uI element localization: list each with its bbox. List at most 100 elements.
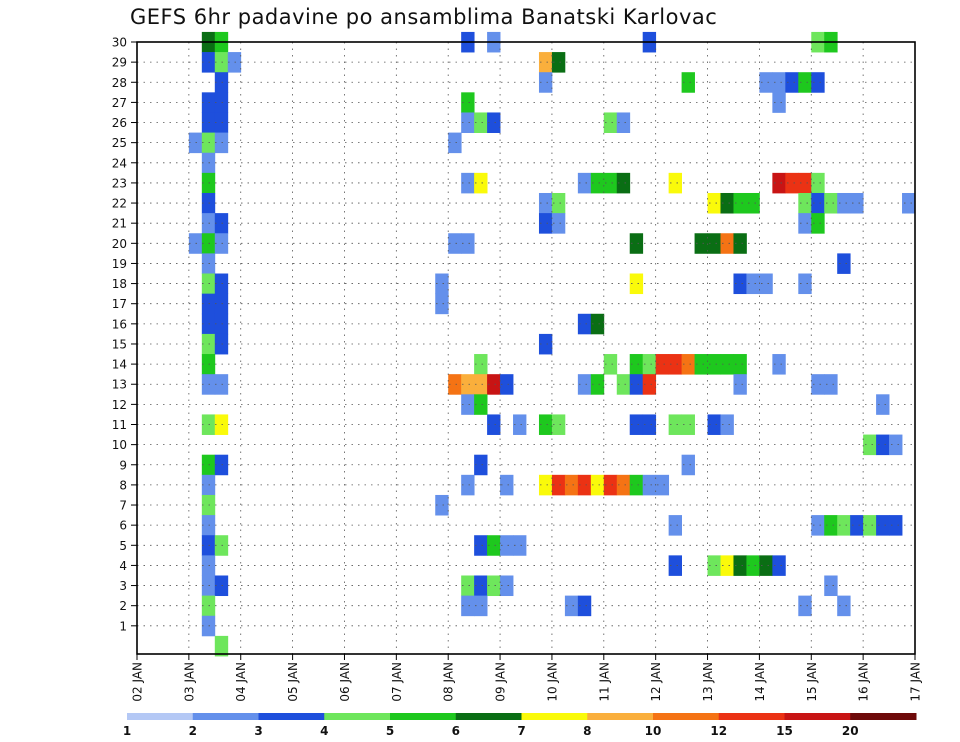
- heatmap-cell: [214, 92, 229, 113]
- heatmap-cell: [448, 132, 462, 154]
- x-tick-label: 08 JAN: [442, 662, 456, 702]
- heatmap-cell: [474, 595, 488, 617]
- heatmap-cell: [707, 192, 721, 214]
- heatmap-cell: [214, 273, 229, 295]
- y-tick-label: 13: [112, 378, 127, 392]
- heatmap-cell: [461, 575, 475, 597]
- heatmap-cell: [707, 555, 721, 576]
- color-scale-swatch: [653, 713, 720, 720]
- y-tick-label: 1: [119, 619, 127, 633]
- heatmap-cell: [720, 233, 734, 254]
- heatmap-cell: [448, 233, 462, 254]
- heatmap-cell: [642, 354, 657, 375]
- heatmap-cell: [214, 535, 229, 556]
- heatmap-cell: [500, 374, 514, 395]
- y-tick-label: 26: [112, 116, 127, 130]
- y-tick-label: 10: [112, 438, 127, 452]
- heatmap-cell: [694, 354, 708, 375]
- y-tick-label: 30: [112, 36, 127, 50]
- heatmap-cells: [188, 31, 916, 657]
- color-scale-label: 4: [320, 724, 328, 738]
- heatmap-cell: [461, 112, 475, 133]
- y-tick-label: 18: [112, 277, 127, 291]
- y-tick-label: 11: [112, 418, 127, 432]
- heatmap-cell: [798, 72, 812, 93]
- y-tick-label: 19: [112, 257, 127, 271]
- heatmap-cell: [538, 414, 553, 435]
- x-tick-label: 07 JAN: [390, 662, 404, 702]
- heatmap-cell: [733, 233, 747, 254]
- y-tick-label: 27: [112, 96, 127, 110]
- heatmap-cell: [214, 72, 229, 93]
- heatmap-cell: [629, 414, 644, 435]
- heatmap-cell: [616, 112, 631, 133]
- heatmap-cell: [214, 233, 229, 254]
- heatmap-cell: [461, 172, 475, 194]
- y-tick-label: 17: [112, 297, 127, 311]
- y-tick-label: 22: [112, 197, 127, 211]
- heatmap-cell: [590, 172, 605, 194]
- heatmap-cell: [474, 454, 488, 476]
- y-tick-label: 24: [112, 156, 127, 170]
- heatmap-cell: [837, 192, 851, 214]
- heatmap-cell: [681, 72, 695, 93]
- heatmap-cell: [811, 172, 825, 194]
- x-tick-label: 04 JAN: [234, 662, 248, 702]
- heatmap-cell: [616, 474, 631, 496]
- color-scale-legend: 1 2 3 4 5 6 7 8 10 12 15 20: [123, 713, 917, 738]
- heatmap-cell: [474, 394, 488, 415]
- heatmap-cell: [474, 374, 488, 395]
- heatmap-cell: [772, 354, 786, 375]
- heatmap-cell: [474, 354, 488, 375]
- heatmap-cell: [629, 474, 644, 496]
- heatmap-cell: [811, 374, 825, 395]
- heatmap-cell: [461, 92, 475, 113]
- heatmap-cell: [785, 172, 799, 194]
- heatmap-cell: [733, 555, 747, 576]
- heatmap-cell: [461, 374, 475, 395]
- heatmap-cell: [772, 172, 786, 194]
- heatmap-cell: [850, 515, 864, 536]
- x-tick-label: 06 JAN: [338, 662, 352, 702]
- y-tick-label: 6: [119, 519, 127, 533]
- heatmap-cell: [655, 474, 670, 496]
- x-tick-label: 15 JAN: [805, 662, 819, 702]
- heatmap-cell: [551, 213, 566, 234]
- heatmap-cell: [603, 172, 618, 194]
- heatmap-cell: [551, 414, 566, 435]
- heatmap-cell: [214, 635, 229, 657]
- heatmap-cell: [824, 374, 838, 395]
- heatmap-cell: [720, 414, 734, 435]
- heatmap-cell: [461, 394, 475, 415]
- heatmap-cell: [642, 374, 657, 395]
- heatmap-cell: [487, 414, 501, 435]
- color-scale-swatch: [587, 713, 654, 720]
- heatmap-cell: [798, 595, 812, 617]
- heatmap-cell: [733, 354, 747, 375]
- heatmap-cell: [759, 273, 773, 295]
- heatmap-cell: [474, 575, 488, 597]
- heatmap-cell: [629, 354, 644, 375]
- heatmap-cell: [500, 474, 514, 496]
- color-scale-swatch: [521, 713, 588, 720]
- heatmap-cell: [798, 273, 812, 295]
- heatmap-cell: [746, 273, 760, 295]
- color-scale-swatch: [324, 713, 391, 720]
- x-tick-label: 14 JAN: [753, 662, 767, 702]
- heatmap-cell: [538, 52, 553, 73]
- heatmap-cell: [590, 474, 605, 496]
- heatmap-cell: [889, 515, 903, 536]
- heatmap-cell: [876, 394, 890, 415]
- heatmap-cell: [513, 414, 527, 435]
- y-tick-label: 4: [119, 559, 127, 573]
- color-scale-swatch: [192, 713, 259, 720]
- color-scale-label: 6: [452, 724, 460, 738]
- color-scale-label: 20: [842, 724, 859, 738]
- heatmap-cell: [538, 72, 553, 93]
- heatmap-cell: [487, 374, 501, 395]
- y-tick-label: 15: [112, 337, 127, 351]
- y-tick-label: 20: [112, 237, 127, 251]
- heatmap-cell: [214, 374, 229, 395]
- heatmap-cell: [668, 354, 682, 375]
